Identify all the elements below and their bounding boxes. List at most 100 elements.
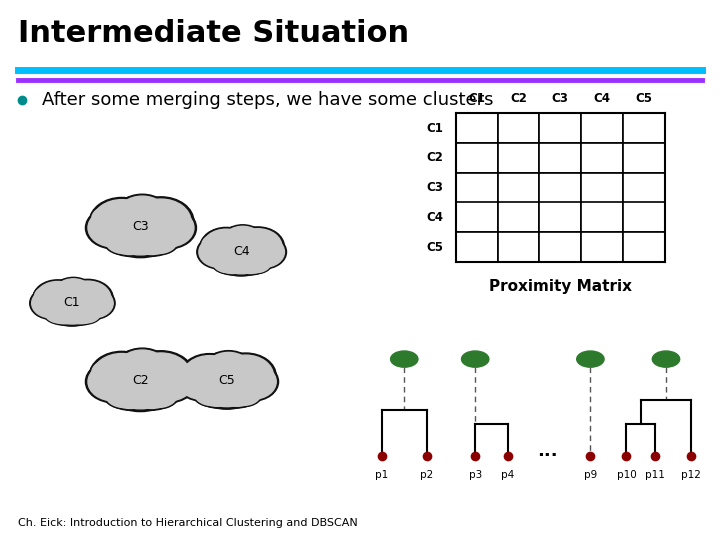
Text: p11: p11 (645, 470, 665, 480)
Text: p2: p2 (420, 470, 433, 480)
Circle shape (117, 196, 168, 234)
Circle shape (252, 233, 282, 255)
Circle shape (125, 216, 179, 256)
Circle shape (90, 359, 127, 387)
Text: C2: C2 (132, 374, 149, 387)
Circle shape (131, 353, 191, 398)
Circle shape (40, 282, 72, 306)
Circle shape (192, 378, 230, 407)
Circle shape (187, 355, 229, 387)
Bar (539, 113, 581, 143)
Circle shape (240, 361, 271, 384)
Circle shape (215, 353, 276, 399)
Circle shape (241, 235, 287, 269)
Text: C2: C2 (510, 92, 527, 105)
Circle shape (62, 296, 99, 323)
Bar (498, 113, 539, 143)
Circle shape (72, 287, 115, 319)
Circle shape (54, 279, 93, 308)
Circle shape (105, 379, 143, 407)
Circle shape (138, 224, 180, 255)
Circle shape (202, 350, 254, 389)
Circle shape (218, 355, 274, 396)
Circle shape (30, 287, 73, 319)
Text: C4: C4 (593, 92, 611, 105)
Circle shape (228, 356, 266, 385)
Circle shape (212, 371, 262, 408)
Circle shape (39, 281, 73, 307)
Circle shape (90, 205, 127, 233)
Text: C5: C5 (635, 92, 652, 105)
Text: C5: C5 (218, 374, 235, 387)
Circle shape (89, 198, 154, 246)
Text: C2: C2 (426, 151, 444, 165)
Circle shape (99, 201, 140, 232)
Bar (456, 113, 498, 143)
Text: C1: C1 (426, 122, 444, 135)
Circle shape (86, 207, 141, 249)
Circle shape (106, 372, 154, 408)
Text: C4: C4 (426, 211, 444, 224)
Circle shape (35, 287, 60, 306)
Circle shape (88, 363, 139, 401)
Bar (498, 202, 539, 232)
Bar (498, 143, 539, 173)
Circle shape (213, 244, 253, 273)
Bar (539, 232, 581, 262)
Circle shape (72, 301, 101, 323)
Circle shape (140, 379, 178, 407)
Circle shape (103, 224, 144, 255)
Circle shape (206, 229, 243, 256)
Circle shape (227, 380, 261, 406)
Circle shape (182, 362, 213, 385)
Circle shape (229, 364, 276, 399)
Circle shape (211, 249, 244, 274)
Circle shape (33, 286, 62, 307)
Circle shape (140, 353, 186, 387)
Circle shape (239, 360, 274, 386)
Circle shape (199, 237, 240, 267)
Circle shape (40, 279, 104, 326)
Circle shape (229, 242, 272, 275)
Circle shape (82, 285, 111, 307)
Ellipse shape (390, 351, 418, 367)
Text: C5: C5 (426, 240, 444, 254)
Text: p3: p3 (469, 470, 482, 480)
Bar (456, 173, 498, 202)
Circle shape (143, 209, 194, 247)
Text: Ch. Eick: Introduction to Hierarchical Clustering and DBSCAN: Ch. Eick: Introduction to Hierarchical C… (18, 518, 358, 528)
Circle shape (194, 373, 240, 406)
Circle shape (45, 301, 73, 323)
Circle shape (180, 361, 215, 386)
Circle shape (243, 237, 284, 267)
Circle shape (60, 294, 102, 325)
Text: Proximity Matrix: Proximity Matrix (489, 279, 631, 294)
Bar (498, 232, 539, 262)
Circle shape (99, 196, 181, 258)
Circle shape (222, 226, 264, 257)
Circle shape (189, 352, 265, 409)
Circle shape (65, 281, 111, 315)
Circle shape (128, 197, 194, 246)
Circle shape (32, 288, 71, 318)
Circle shape (35, 281, 80, 315)
Text: p4: p4 (501, 470, 514, 480)
Bar (581, 202, 623, 232)
Circle shape (99, 350, 181, 411)
Circle shape (208, 230, 241, 255)
Circle shape (91, 206, 125, 232)
Bar (623, 173, 665, 202)
Circle shape (97, 199, 143, 233)
Circle shape (140, 225, 178, 253)
Circle shape (212, 250, 243, 273)
Circle shape (84, 286, 109, 306)
Circle shape (227, 362, 279, 401)
Text: Intermediate Situation: Intermediate Situation (18, 19, 409, 48)
Ellipse shape (652, 351, 680, 367)
Bar (623, 113, 665, 143)
Circle shape (220, 225, 266, 259)
Circle shape (194, 380, 228, 406)
Bar (581, 143, 623, 173)
Text: C3: C3 (426, 181, 444, 194)
Circle shape (208, 226, 274, 276)
